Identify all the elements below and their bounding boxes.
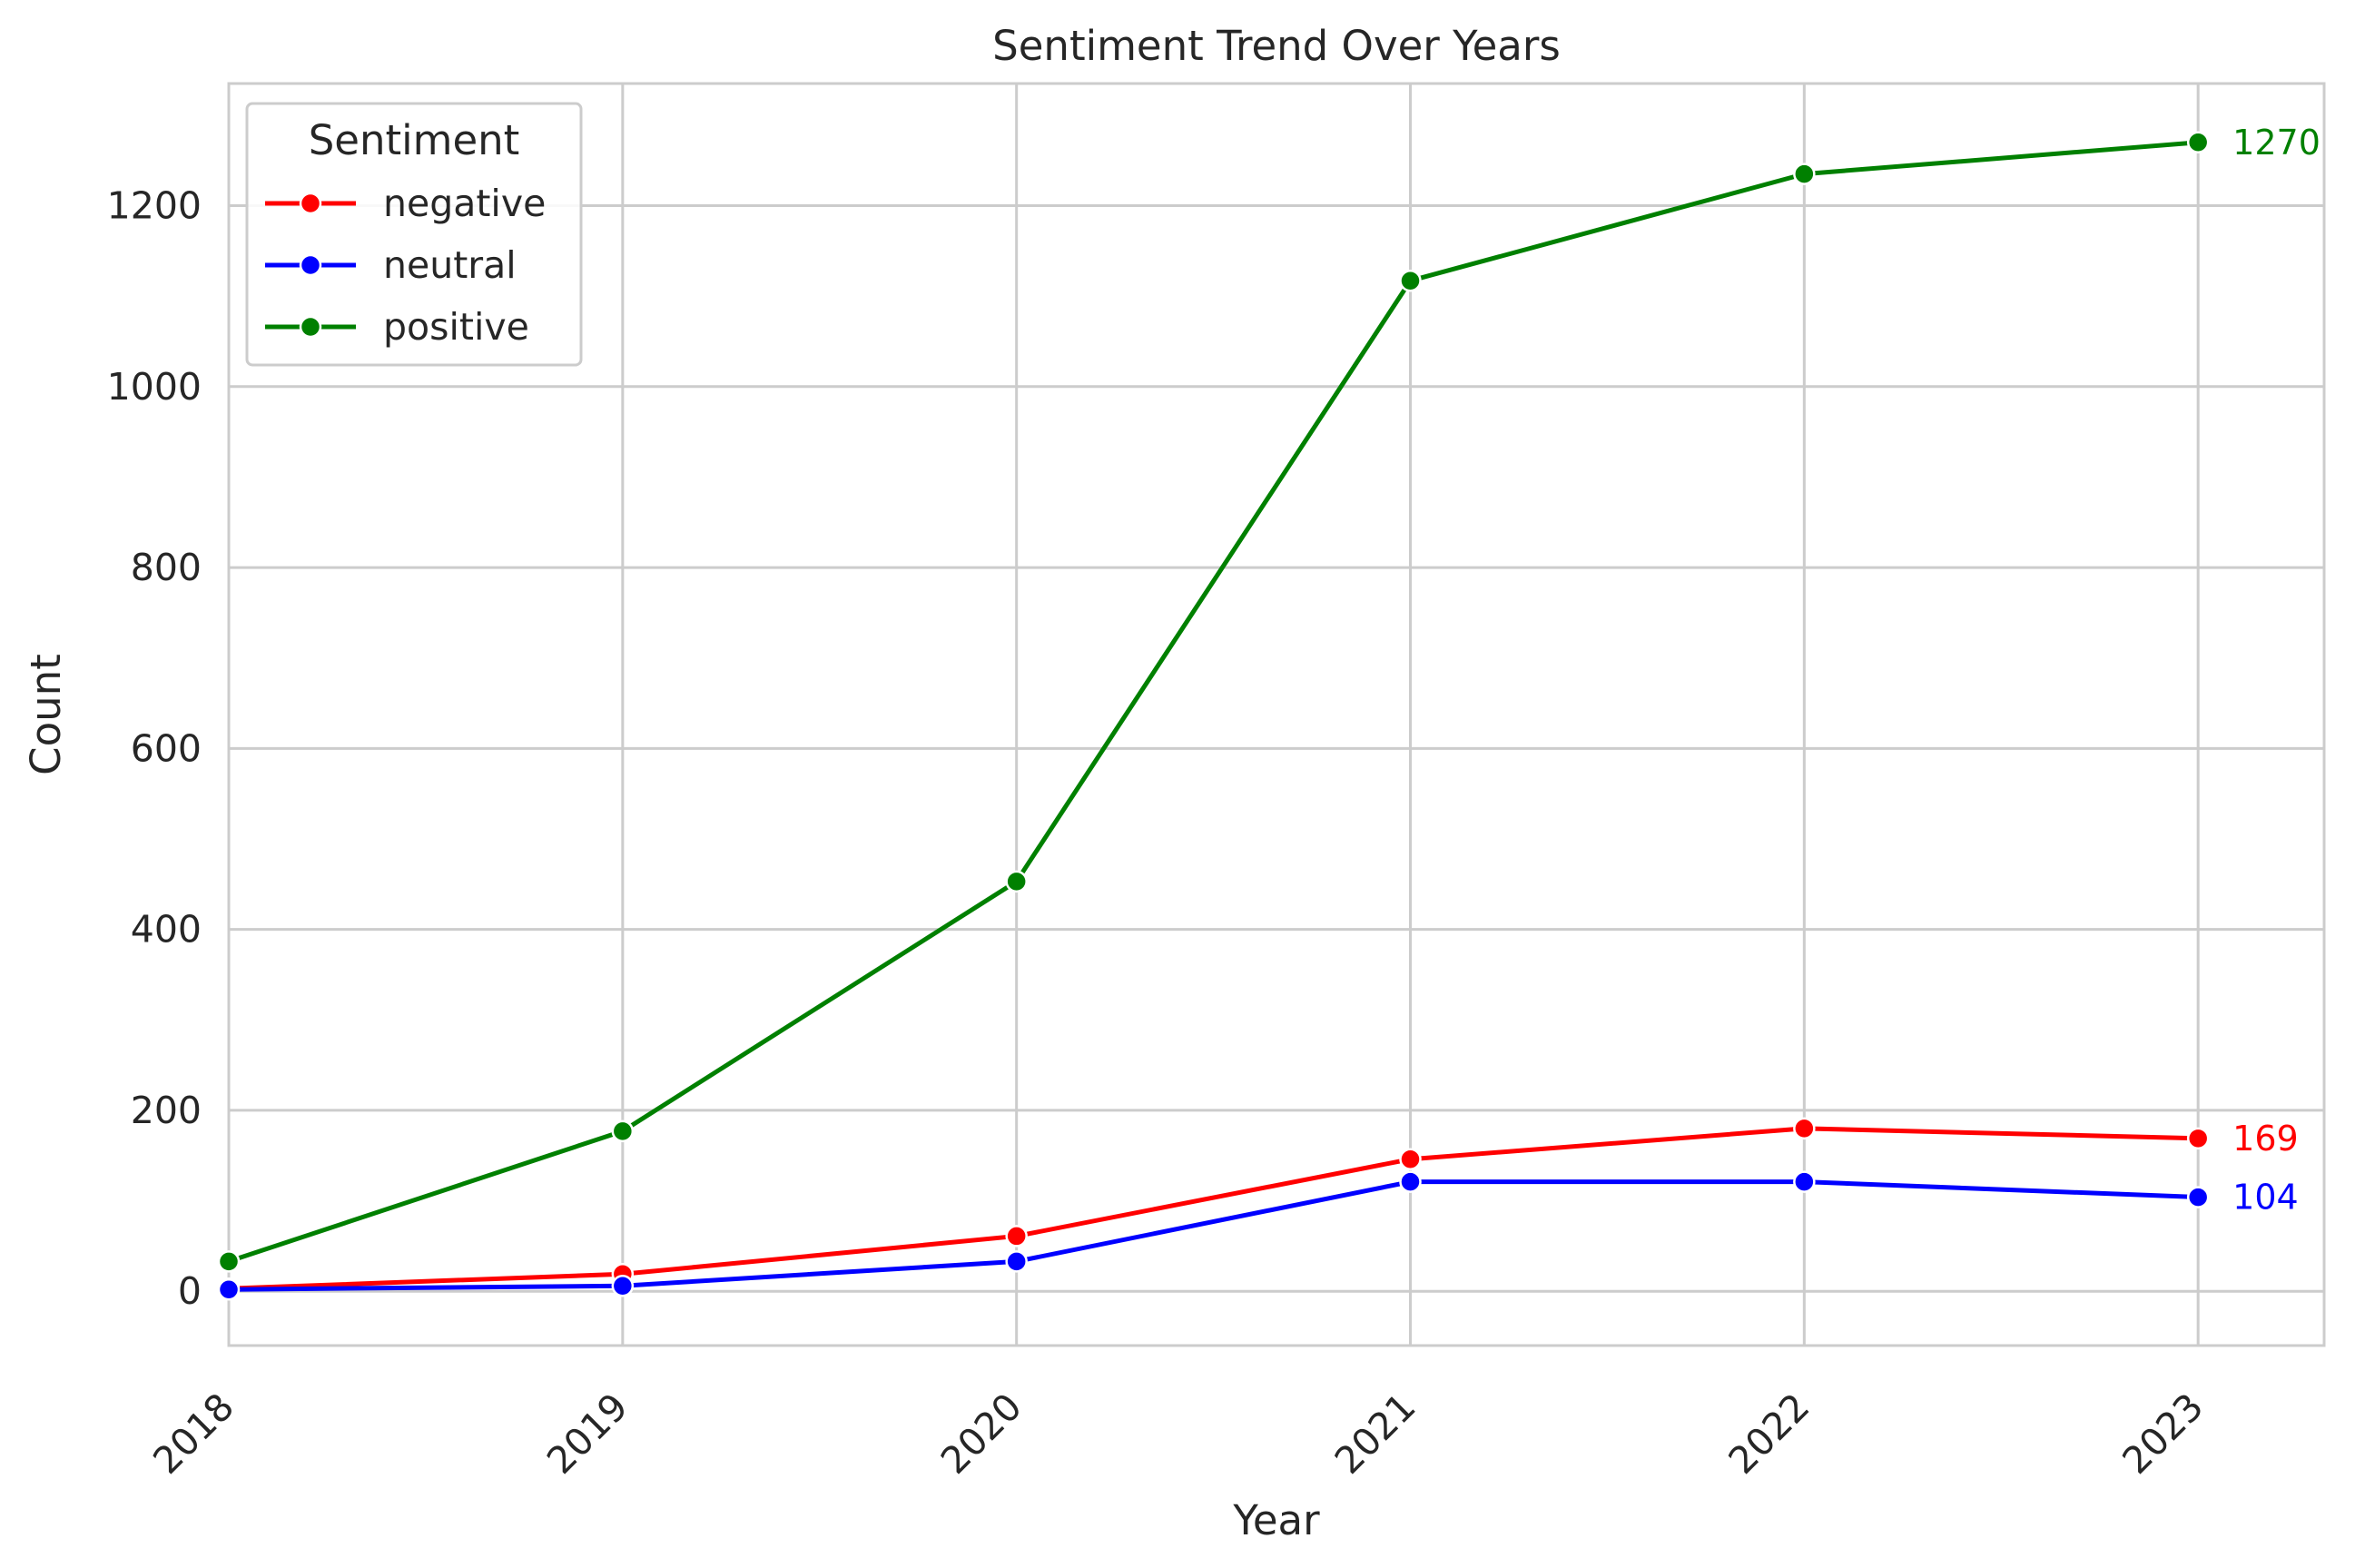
series-line-positive [228, 140, 2199, 1264]
y-tick-label-1200: 1200 [107, 184, 202, 228]
y-tick-label-1000: 1000 [107, 365, 202, 409]
point-neutral-2022 [1793, 1170, 1816, 1193]
point-positive-2018 [217, 1250, 241, 1273]
legend-marker-neutral [299, 253, 322, 277]
x-tick-label-2018: 2018 [144, 1385, 242, 1483]
series-line-negative [228, 1126, 2199, 1291]
x-tick-label-2020: 2020 [932, 1385, 1030, 1483]
series-negative [217, 1117, 2210, 1300]
legend: Sentiment negative neutral positive [245, 102, 583, 367]
legend-title: Sentiment [309, 116, 520, 164]
data-label-positive: 1270 [2232, 123, 2321, 163]
chart-title: Sentiment Trend Over Years [992, 22, 1561, 70]
legend-label-neutral: neutral [383, 243, 517, 287]
y-tick-label-400: 400 [131, 908, 202, 952]
y-tick-label-0: 0 [178, 1269, 202, 1313]
point-negative-2022 [1793, 1117, 1816, 1140]
y-tick-label-200: 200 [131, 1089, 202, 1132]
point-positive-2019 [611, 1119, 635, 1143]
point-neutral-2020 [1005, 1250, 1028, 1273]
point-positive-2023 [2186, 131, 2210, 154]
y-tick-labels: 0 200 400 600 800 1000 1200 [107, 184, 202, 1314]
legend-items: negative neutral positive [265, 182, 546, 349]
series-line-neutral [228, 1179, 2199, 1292]
point-neutral-2021 [1399, 1170, 1422, 1193]
point-positive-2021 [1399, 269, 1422, 292]
x-tick-label-2023: 2023 [2114, 1385, 2212, 1483]
point-negative-2021 [1399, 1148, 1422, 1170]
x-tick-label-2021: 2021 [1326, 1385, 1424, 1483]
data-label-negative: 169 [2232, 1119, 2299, 1159]
series-lines [217, 131, 2210, 1301]
legend-item-neutral: neutral [265, 243, 517, 287]
plot-frame [227, 82, 2326, 1347]
legend-box [245, 102, 583, 367]
legend-label-positive: positive [383, 305, 529, 349]
x-axis-label: Year [1232, 1496, 1320, 1544]
point-positive-2022 [1793, 163, 1816, 185]
point-neutral-2023 [2186, 1186, 2210, 1208]
point-neutral-2019 [611, 1274, 635, 1297]
y-axis-label: Count [22, 654, 70, 775]
x-tick-label-2022: 2022 [1720, 1385, 1818, 1483]
data-label-neutral: 104 [2232, 1178, 2299, 1218]
y-tick-label-800: 800 [131, 546, 202, 589]
x-tick-label-2019: 2019 [538, 1385, 636, 1483]
point-positive-2020 [1005, 870, 1028, 893]
series-neutral [217, 1170, 2210, 1301]
data-labels: 1270 169 104 [2232, 123, 2321, 1218]
point-negative-2020 [1005, 1225, 1028, 1247]
series-positive [217, 131, 2210, 1273]
legend-label-negative: negative [383, 182, 546, 225]
legend-marker-negative [299, 192, 322, 215]
x-tick-labels: 2018 2019 2020 2021 2022 2023 [144, 1385, 2212, 1483]
legend-item-positive: positive [265, 305, 529, 349]
legend-item-negative: negative [265, 182, 546, 225]
point-negative-2023 [2186, 1127, 2210, 1150]
legend-marker-positive [299, 315, 322, 339]
y-tick-label-600: 600 [131, 726, 202, 770]
point-neutral-2018 [217, 1277, 241, 1301]
